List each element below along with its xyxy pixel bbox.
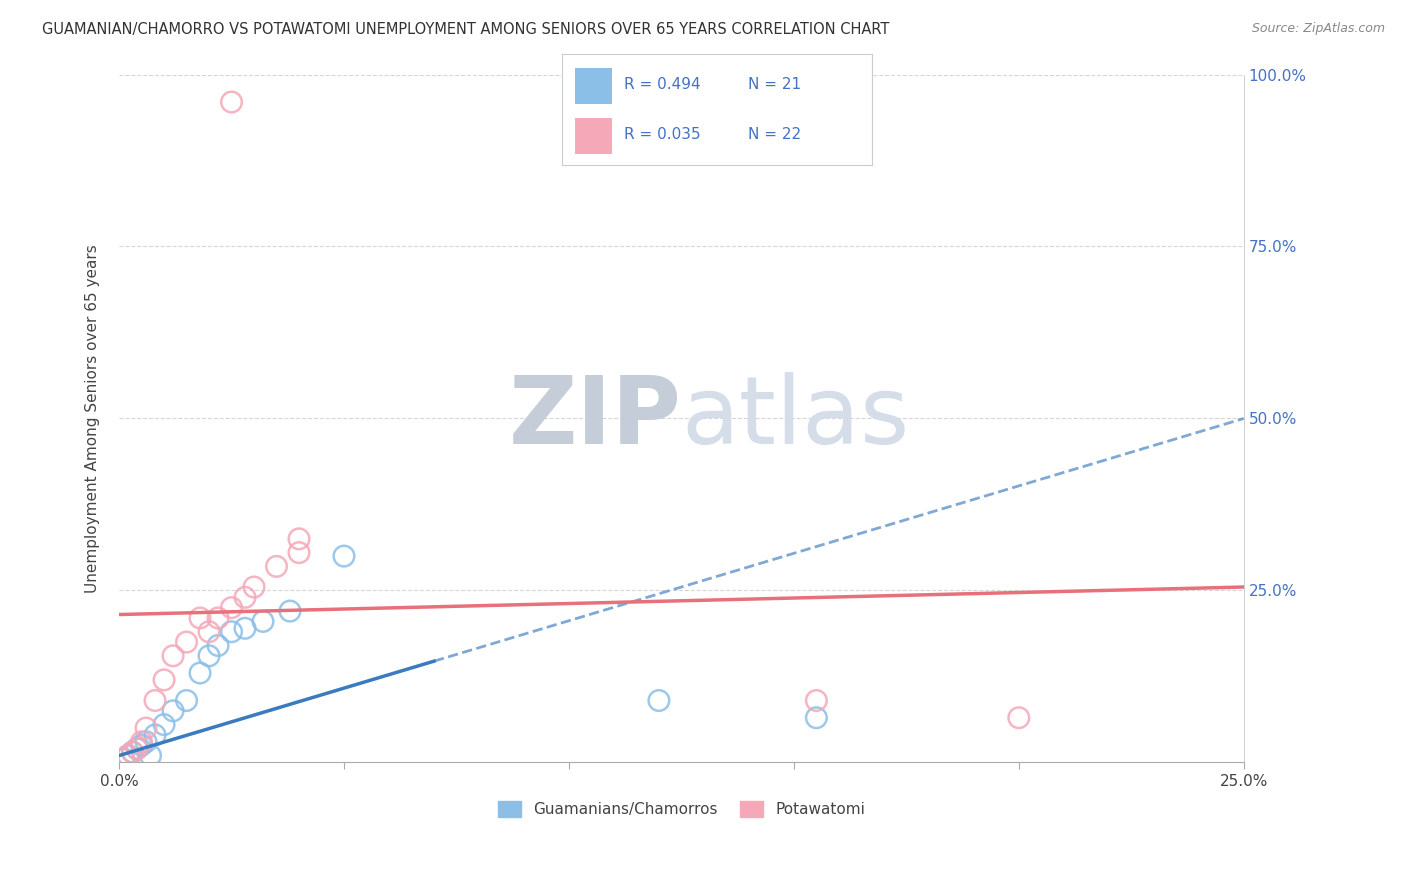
Point — [153, 673, 176, 687]
Point — [648, 693, 671, 707]
Point — [117, 748, 139, 763]
Point — [221, 624, 243, 639]
Point — [131, 738, 153, 752]
Point — [243, 580, 266, 594]
Point — [112, 752, 135, 766]
Point — [176, 635, 198, 649]
Text: ZIP: ZIP — [509, 373, 682, 465]
Point — [135, 735, 157, 749]
Text: atlas: atlas — [682, 373, 910, 465]
Legend: Guamanians/Chamorros, Potawatomi: Guamanians/Chamorros, Potawatomi — [492, 796, 872, 823]
Point — [333, 549, 356, 563]
Text: Source: ZipAtlas.com: Source: ZipAtlas.com — [1251, 22, 1385, 36]
Point — [117, 748, 139, 763]
Point — [188, 665, 211, 680]
Point — [188, 611, 211, 625]
Point — [176, 693, 198, 707]
Point — [252, 615, 274, 629]
Point — [143, 728, 166, 742]
Point — [135, 721, 157, 735]
Point — [233, 621, 256, 635]
Bar — [575, 119, 612, 154]
Bar — [575, 68, 612, 103]
Point — [198, 624, 221, 639]
Point — [288, 546, 311, 560]
Point — [162, 648, 184, 663]
Point — [288, 532, 311, 546]
Point — [153, 717, 176, 731]
Y-axis label: Unemployment Among Seniors over 65 years: Unemployment Among Seniors over 65 years — [86, 244, 100, 593]
Point — [121, 745, 143, 759]
Point — [207, 639, 229, 653]
Point — [143, 693, 166, 707]
Point — [806, 711, 828, 725]
Point — [125, 741, 148, 756]
Point — [1008, 711, 1031, 725]
Point — [233, 591, 256, 605]
Point — [139, 748, 162, 763]
Point — [806, 693, 828, 707]
Point — [131, 735, 153, 749]
Text: N = 21: N = 21 — [748, 78, 801, 92]
Text: GUAMANIAN/CHAMORRO VS POTAWATOMI UNEMPLOYMENT AMONG SENIORS OVER 65 YEARS CORREL: GUAMANIAN/CHAMORRO VS POTAWATOMI UNEMPLO… — [42, 22, 890, 37]
Point — [278, 604, 301, 618]
Point — [221, 95, 243, 109]
Point — [198, 648, 221, 663]
Text: N = 22: N = 22 — [748, 128, 801, 143]
Point — [121, 745, 143, 759]
Point — [221, 600, 243, 615]
Point — [125, 741, 148, 756]
Text: R = 0.035: R = 0.035 — [624, 128, 700, 143]
Point — [112, 752, 135, 766]
Text: R = 0.494: R = 0.494 — [624, 78, 700, 92]
Point — [207, 611, 229, 625]
Point — [266, 559, 288, 574]
Point — [162, 704, 184, 718]
